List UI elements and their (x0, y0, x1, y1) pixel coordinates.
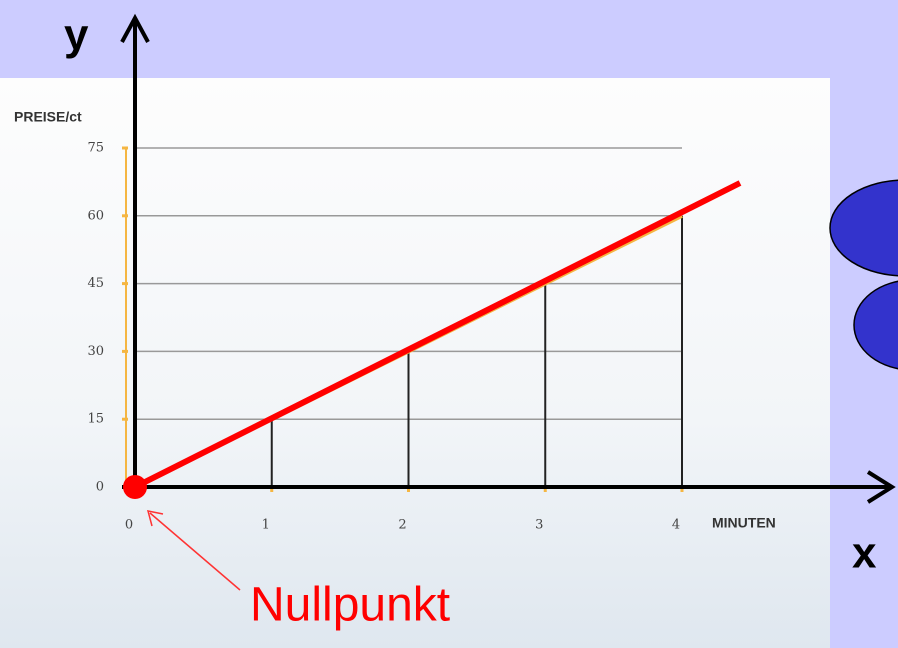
y-tick-label: 45 (87, 276, 104, 291)
chart-image (0, 78, 830, 648)
annotation: Nullpunkt (250, 579, 450, 632)
y-tick-label: 30 (87, 344, 104, 359)
axis-letter-x: x (852, 529, 877, 578)
arrow-line (149, 512, 241, 591)
cloud (829, 179, 898, 277)
x-tick-label: 0 (125, 518, 133, 533)
x-tick-label: 4 (672, 518, 680, 533)
y-tick-label: 0 (96, 480, 104, 495)
x-tick-label: 2 (398, 518, 406, 533)
axis-letter-y: y (64, 11, 89, 60)
red-line (133, 180, 742, 490)
y-axis-label: PREISE/ct (14, 109, 82, 125)
y-arrowhead (120, 13, 150, 43)
y-tick-label: 15 (87, 412, 104, 427)
overlay: y x Nullpunkt PREISE/ct MINUTEN (14, 11, 896, 632)
x-tick-label: 3 (535, 518, 543, 533)
arrow-head (146, 510, 164, 527)
cloud (853, 280, 898, 370)
y-tick-label: 75 (87, 141, 104, 156)
x-arrowhead (866, 470, 896, 504)
x-tick-label: 1 (262, 518, 270, 533)
x-axis-label: MINUTEN (712, 515, 776, 531)
origin-dot (123, 475, 147, 499)
y-tick-label: 60 (87, 208, 104, 223)
